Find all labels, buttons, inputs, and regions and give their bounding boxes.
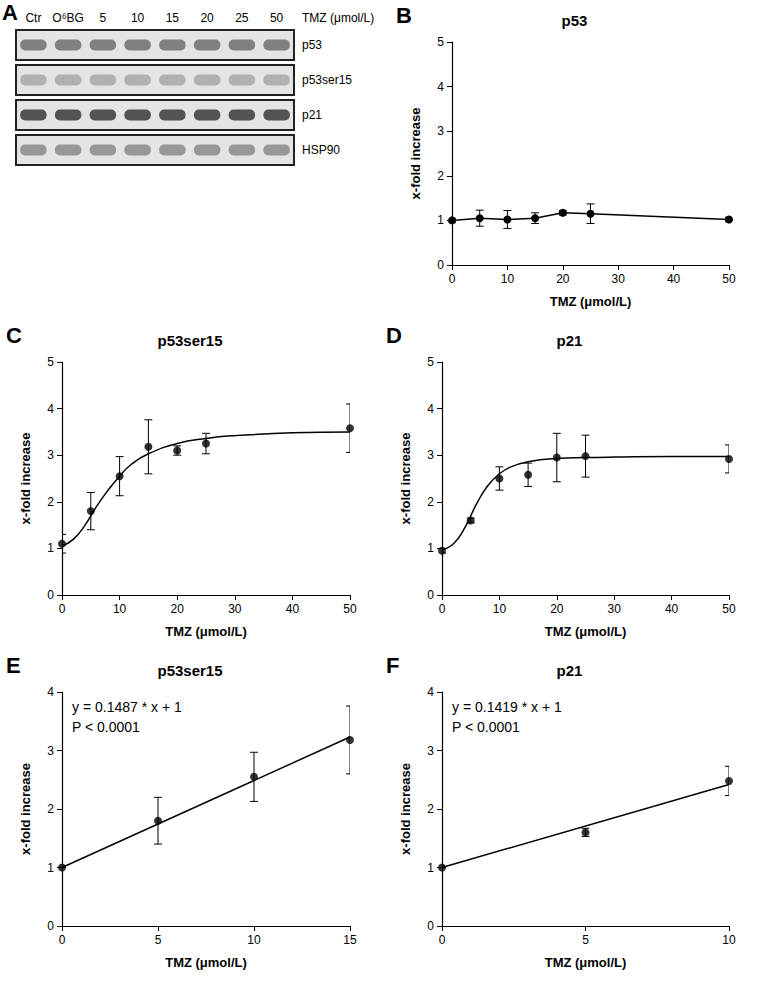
svg-text:40: 40 xyxy=(286,602,300,616)
svg-text:1: 1 xyxy=(47,861,54,875)
svg-text:10: 10 xyxy=(493,602,507,616)
svg-text:x-fold increase: x-fold increase xyxy=(18,763,33,855)
svg-text:p53ser15: p53ser15 xyxy=(157,332,222,349)
svg-text:50: 50 xyxy=(722,602,736,616)
svg-text:2: 2 xyxy=(437,169,444,183)
svg-text:20: 20 xyxy=(200,11,214,25)
svg-text:TMZ (μmol/L): TMZ (μmol/L) xyxy=(550,294,632,309)
svg-text:3: 3 xyxy=(427,744,434,758)
svg-text:0: 0 xyxy=(449,272,456,286)
svg-text:30: 30 xyxy=(608,602,622,616)
svg-text:y = 0.1487 * x + 1: y = 0.1487 * x + 1 xyxy=(72,699,182,715)
svg-text:20: 20 xyxy=(556,272,570,286)
svg-text:P < 0.0001: P < 0.0001 xyxy=(72,719,140,735)
svg-text:20: 20 xyxy=(550,602,564,616)
svg-text:1: 1 xyxy=(47,541,54,555)
svg-text:2: 2 xyxy=(427,495,434,509)
svg-text:10: 10 xyxy=(722,933,736,947)
svg-text:p53: p53 xyxy=(302,38,322,52)
svg-text:20: 20 xyxy=(171,602,185,616)
svg-text:2: 2 xyxy=(47,802,54,816)
svg-text:5: 5 xyxy=(427,355,434,369)
svg-text:0: 0 xyxy=(59,933,66,947)
svg-text:4: 4 xyxy=(437,80,444,94)
svg-text:C: C xyxy=(6,323,22,348)
svg-text:0: 0 xyxy=(437,258,444,272)
svg-text:x-fold increase: x-fold increase xyxy=(18,433,33,525)
svg-text:x-fold increase: x-fold increase xyxy=(398,433,413,525)
svg-text:x-fold increase: x-fold increase xyxy=(398,763,413,855)
svg-text:y = 0.1419 * x + 1: y = 0.1419 * x + 1 xyxy=(452,699,562,715)
svg-text:5: 5 xyxy=(582,933,589,947)
svg-text:2: 2 xyxy=(47,495,54,509)
svg-text:50: 50 xyxy=(343,602,357,616)
svg-text:30: 30 xyxy=(228,602,242,616)
svg-text:4: 4 xyxy=(47,402,54,416)
svg-text:0: 0 xyxy=(439,933,446,947)
svg-text:D: D xyxy=(386,323,402,348)
svg-text:TMZ (μmol/L): TMZ (μmol/L) xyxy=(165,955,247,970)
svg-text:0: 0 xyxy=(427,588,434,602)
svg-text:5: 5 xyxy=(47,355,54,369)
svg-text:2: 2 xyxy=(427,802,434,816)
svg-text:HSP90: HSP90 xyxy=(302,143,340,157)
svg-text:10: 10 xyxy=(113,602,127,616)
svg-text:1: 1 xyxy=(427,861,434,875)
svg-text:40: 40 xyxy=(665,602,679,616)
svg-text:3: 3 xyxy=(47,744,54,758)
svg-text:0: 0 xyxy=(47,919,54,933)
svg-text:15: 15 xyxy=(343,933,357,947)
svg-text:3: 3 xyxy=(427,448,434,462)
svg-text:4: 4 xyxy=(427,402,434,416)
svg-text:5: 5 xyxy=(437,35,444,49)
svg-text:0: 0 xyxy=(59,602,66,616)
svg-text:10: 10 xyxy=(501,272,515,286)
svg-text:p21: p21 xyxy=(557,332,583,349)
svg-text:TMZ (μmol/L): TMZ (μmol/L) xyxy=(545,624,627,639)
svg-text:40: 40 xyxy=(667,272,681,286)
svg-text:p53: p53 xyxy=(562,12,588,29)
svg-text:TMZ (μmol/L): TMZ (μmol/L) xyxy=(545,955,627,970)
svg-text:5: 5 xyxy=(155,933,162,947)
svg-text:p53ser15: p53ser15 xyxy=(157,662,222,679)
svg-text:TMZ (μmol/L): TMZ (μmol/L) xyxy=(302,11,374,25)
svg-text:5: 5 xyxy=(100,11,107,25)
svg-text:4: 4 xyxy=(47,685,54,699)
svg-text:B: B xyxy=(396,3,412,28)
svg-text:4: 4 xyxy=(427,685,434,699)
svg-text:50: 50 xyxy=(270,11,284,25)
svg-text:1: 1 xyxy=(437,213,444,227)
svg-text:F: F xyxy=(386,653,399,678)
svg-text:1: 1 xyxy=(427,541,434,555)
svg-text:25: 25 xyxy=(235,11,249,25)
svg-text:0: 0 xyxy=(427,919,434,933)
svg-text:A: A xyxy=(2,0,18,25)
svg-text:p21: p21 xyxy=(557,662,583,679)
svg-text:E: E xyxy=(6,653,21,678)
svg-text:TMZ (μmol/L): TMZ (μmol/L) xyxy=(165,624,247,639)
svg-text:10: 10 xyxy=(247,933,261,947)
svg-text:3: 3 xyxy=(437,124,444,138)
svg-text:10: 10 xyxy=(131,11,145,25)
svg-text:p53ser15: p53ser15 xyxy=(302,73,352,87)
svg-text:15: 15 xyxy=(166,11,180,25)
svg-text:30: 30 xyxy=(612,272,626,286)
svg-text:0: 0 xyxy=(439,602,446,616)
svg-text:x-fold increase: x-fold increase xyxy=(408,108,423,200)
svg-text:3: 3 xyxy=(47,448,54,462)
svg-text:O⁶BG: O⁶BG xyxy=(52,11,84,25)
svg-text:50: 50 xyxy=(722,272,736,286)
svg-text:0: 0 xyxy=(47,588,54,602)
svg-text:Ctr: Ctr xyxy=(25,11,41,25)
svg-text:P < 0.0001: P < 0.0001 xyxy=(452,719,520,735)
svg-text:p21: p21 xyxy=(302,108,322,122)
